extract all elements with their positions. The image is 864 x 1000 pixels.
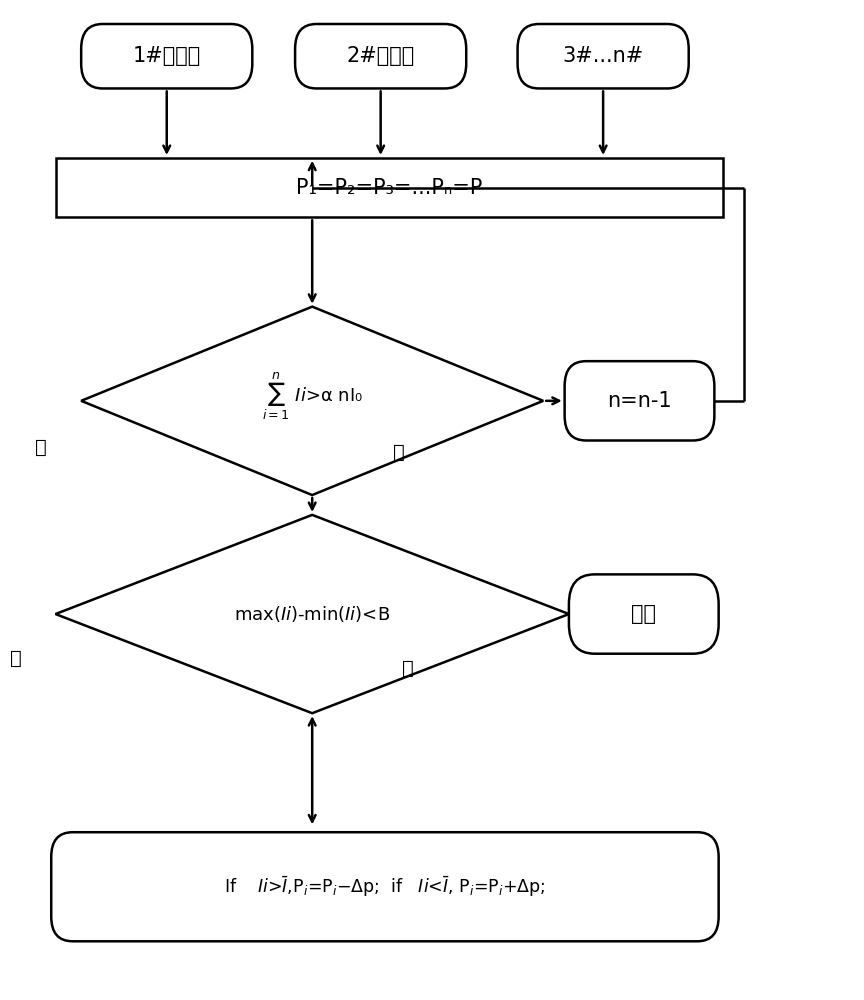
- Text: 否: 否: [10, 649, 22, 668]
- Text: If    $Ii$>$\bar{I}$,P$_i$=P$_i$$-$$\Delta$p;  if   $Ii$<$\bar{I}$, P$_i$=P$_i$+: If $Ii$>$\bar{I}$,P$_i$=P$_i$$-$$\Delta$…: [224, 874, 546, 899]
- Polygon shape: [81, 307, 543, 495]
- FancyBboxPatch shape: [295, 24, 467, 88]
- Text: 1#空压机: 1#空压机: [132, 46, 200, 66]
- Text: P₁=P₂=P₃=...Pₙ=P: P₁=P₂=P₃=...Pₙ=P: [296, 178, 482, 198]
- FancyBboxPatch shape: [81, 24, 252, 88]
- FancyBboxPatch shape: [51, 832, 719, 941]
- Text: max($\mathit{Ii}$)-min($\mathit{Ii}$)<B: max($\mathit{Ii}$)-min($\mathit{Ii}$)<B: [234, 604, 391, 624]
- Polygon shape: [55, 515, 569, 713]
- Text: 否: 否: [393, 443, 405, 462]
- Text: 结束: 结束: [632, 604, 657, 624]
- Text: n=n-1: n=n-1: [607, 391, 672, 411]
- Text: $\sum_{i=1}^{n}$ $Ii$>α nI₀: $\sum_{i=1}^{n}$ $Ii$>α nI₀: [262, 370, 363, 422]
- Text: 2#空压机: 2#空压机: [346, 46, 415, 66]
- FancyBboxPatch shape: [569, 574, 719, 654]
- FancyBboxPatch shape: [518, 24, 689, 88]
- Text: 是: 是: [402, 659, 414, 678]
- Text: 3#...n#: 3#...n#: [562, 46, 644, 66]
- FancyBboxPatch shape: [565, 361, 715, 440]
- Bar: [55, 158, 723, 217]
- Text: 是: 是: [35, 438, 47, 457]
